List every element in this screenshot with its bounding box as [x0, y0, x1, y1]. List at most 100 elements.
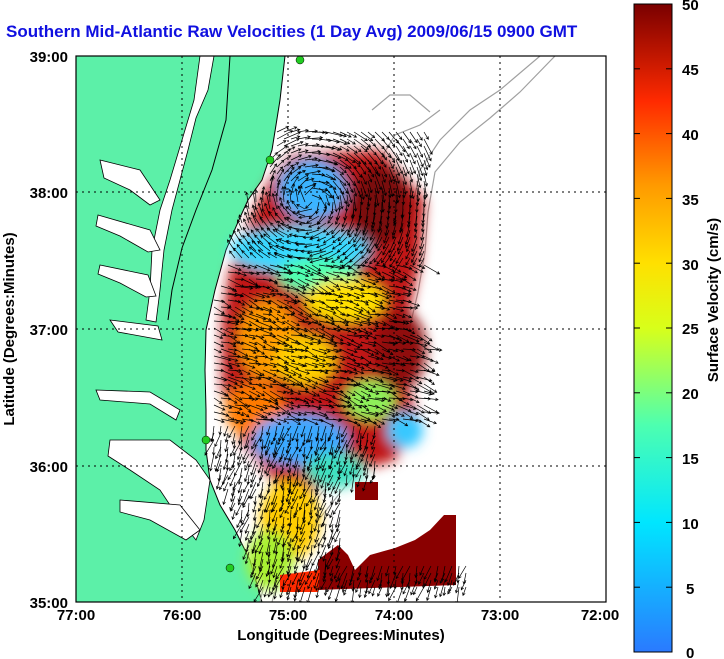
current-vector: [231, 432, 236, 445]
current-vector: [276, 181, 281, 196]
current-vector: [353, 187, 358, 197]
current-vector: [360, 243, 369, 255]
current-vector: [320, 579, 327, 590]
current-vector: [374, 362, 389, 369]
current-vector: [423, 180, 429, 198]
current-vector: [213, 306, 225, 315]
current-vector: [353, 285, 365, 291]
current-vector: [367, 306, 376, 313]
current-vector: [409, 264, 424, 273]
colorbar: 50 45 40 35 30 25 20 15 10 5 0 Surface V…: [633, 0, 722, 659]
current-vector: [367, 418, 382, 429]
current-vector: [460, 579, 467, 591]
current-vector: [270, 488, 278, 506]
current-vector: [313, 495, 320, 511]
current-vector: [367, 173, 373, 183]
current-vector: [335, 558, 341, 569]
current-vector: [346, 138, 356, 145]
current-vector: [269, 411, 281, 417]
current-vector: [266, 425, 271, 436]
current-vector: [220, 369, 235, 377]
current-vector: [286, 467, 292, 483]
current-vector: [395, 362, 407, 367]
current-vector: [298, 222, 313, 226]
current-vector: [292, 537, 299, 551]
current-vector: [360, 404, 370, 412]
current-vector: [423, 173, 428, 187]
current-vector: [262, 285, 275, 292]
current-vector: [244, 551, 250, 565]
current-vector: [332, 166, 345, 175]
current-vector: [255, 327, 274, 336]
current-vector: [395, 376, 412, 383]
current-vector: [304, 334, 322, 342]
current-vector: [388, 264, 402, 273]
current-vector: [319, 495, 327, 511]
current-vector: [215, 446, 222, 460]
current-vector: [439, 572, 446, 584]
current-vector: [378, 222, 383, 232]
grid: [76, 56, 606, 602]
current-vector: [327, 474, 334, 487]
current-vector: [418, 572, 425, 585]
current-vector: [297, 278, 310, 286]
current-vector: [395, 180, 401, 199]
current-vector: [248, 404, 264, 412]
current-vector: [303, 243, 320, 249]
current-vector: [332, 355, 346, 361]
current-vector: [325, 313, 334, 320]
current-vector: [330, 446, 334, 456]
current-vector: [269, 453, 278, 468]
current-vector: [241, 306, 254, 314]
current-vector: [248, 390, 261, 398]
current-vector: [293, 586, 299, 602]
current-vector: [418, 243, 425, 257]
current-vector: [313, 572, 320, 589]
current-vector: [297, 174, 309, 182]
current-vector: [332, 236, 341, 244]
current-vector: [283, 320, 300, 331]
current-vector: [339, 320, 349, 326]
current-vector: [367, 292, 379, 298]
current-vector: [381, 355, 392, 360]
current-vector: [341, 222, 348, 233]
current-vector: [334, 530, 341, 543]
current-vector: [423, 355, 439, 364]
current-vector: [395, 348, 405, 353]
current-vector: [276, 418, 288, 423]
current-vector: [314, 446, 320, 457]
current-vector: [305, 467, 313, 481]
current-vector: [360, 306, 370, 314]
current-vector: [423, 376, 435, 386]
current-vector: [289, 446, 299, 462]
current-vector: [409, 411, 419, 416]
current-vector: [290, 166, 302, 175]
current-vector: [304, 572, 313, 586]
current-vector: [423, 369, 440, 377]
current-vector: [409, 180, 415, 200]
current-vector: [360, 145, 368, 153]
current-vector: [234, 299, 246, 306]
current-vector: [236, 219, 243, 231]
x-axis-label: Longitude (Degrees:Minutes): [237, 627, 445, 644]
current-vector: [347, 236, 355, 245]
current-vector: [304, 376, 319, 385]
current-vector: [248, 246, 264, 259]
current-vector: [255, 292, 271, 299]
current-vector: [271, 509, 278, 523]
current-vector: [316, 236, 327, 242]
current-vector: [234, 369, 244, 375]
current-vector: [241, 411, 250, 418]
current-vector: [234, 390, 245, 395]
current-vector: [334, 439, 341, 454]
current-vector: [353, 236, 362, 248]
current-vector: [304, 369, 324, 373]
current-vector: [374, 299, 384, 304]
current-vector: [318, 355, 336, 361]
current-vector: [339, 187, 347, 205]
current-vector: [415, 586, 425, 602]
current-vector: [234, 348, 249, 357]
current-vector: [297, 299, 308, 307]
current-vector: [300, 523, 306, 535]
y-tick-label: 38:00: [30, 185, 68, 202]
